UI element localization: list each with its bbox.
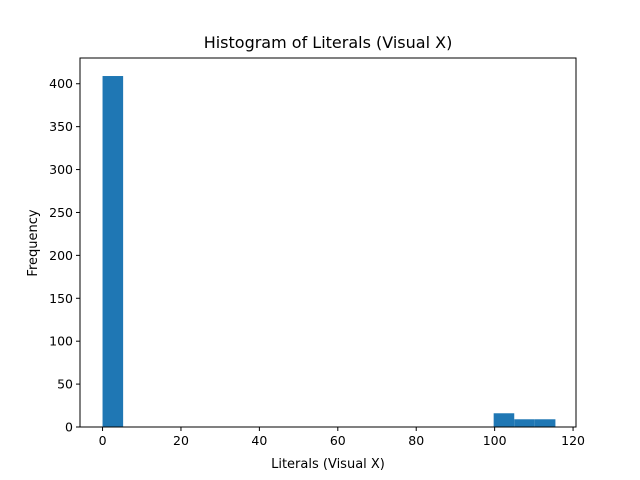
x-tick-label: 20	[173, 433, 189, 448]
x-tick-label: 100	[483, 433, 507, 448]
y-tick-label: 300	[49, 162, 73, 177]
y-axis-ticks: 0 50 100 150 200 250 300 350 400	[49, 76, 80, 435]
bars-group	[102, 76, 556, 427]
y-tick-label: 0	[65, 420, 73, 435]
x-axis-ticks: 0 20 40 60 80 100 120	[99, 427, 585, 448]
y-tick-label: 200	[49, 248, 73, 263]
y-tick-label: 250	[49, 205, 73, 220]
x-axis-label: Literals (Visual X)	[271, 457, 385, 472]
x-tick-label: 80	[408, 433, 424, 448]
x-tick-label: 0	[99, 433, 107, 448]
plot-area-frame	[79, 57, 577, 428]
y-tick-label: 400	[49, 76, 73, 91]
y-axis-label: Frequency	[26, 209, 41, 276]
chart-title: Histogram of Literals (Visual X)	[204, 33, 453, 52]
y-tick-label: 350	[49, 119, 73, 134]
histogram-bar	[534, 419, 556, 427]
y-tick-label: 50	[57, 377, 73, 392]
histogram-bar	[514, 419, 535, 427]
x-tick-label: 120	[561, 433, 585, 448]
y-tick-label: 100	[49, 334, 73, 349]
x-tick-label: 40	[251, 433, 267, 448]
x-tick-label: 60	[330, 433, 346, 448]
histogram-bar	[102, 76, 124, 427]
y-tick-label: 150	[49, 291, 73, 306]
histogram-bar	[493, 413, 515, 427]
